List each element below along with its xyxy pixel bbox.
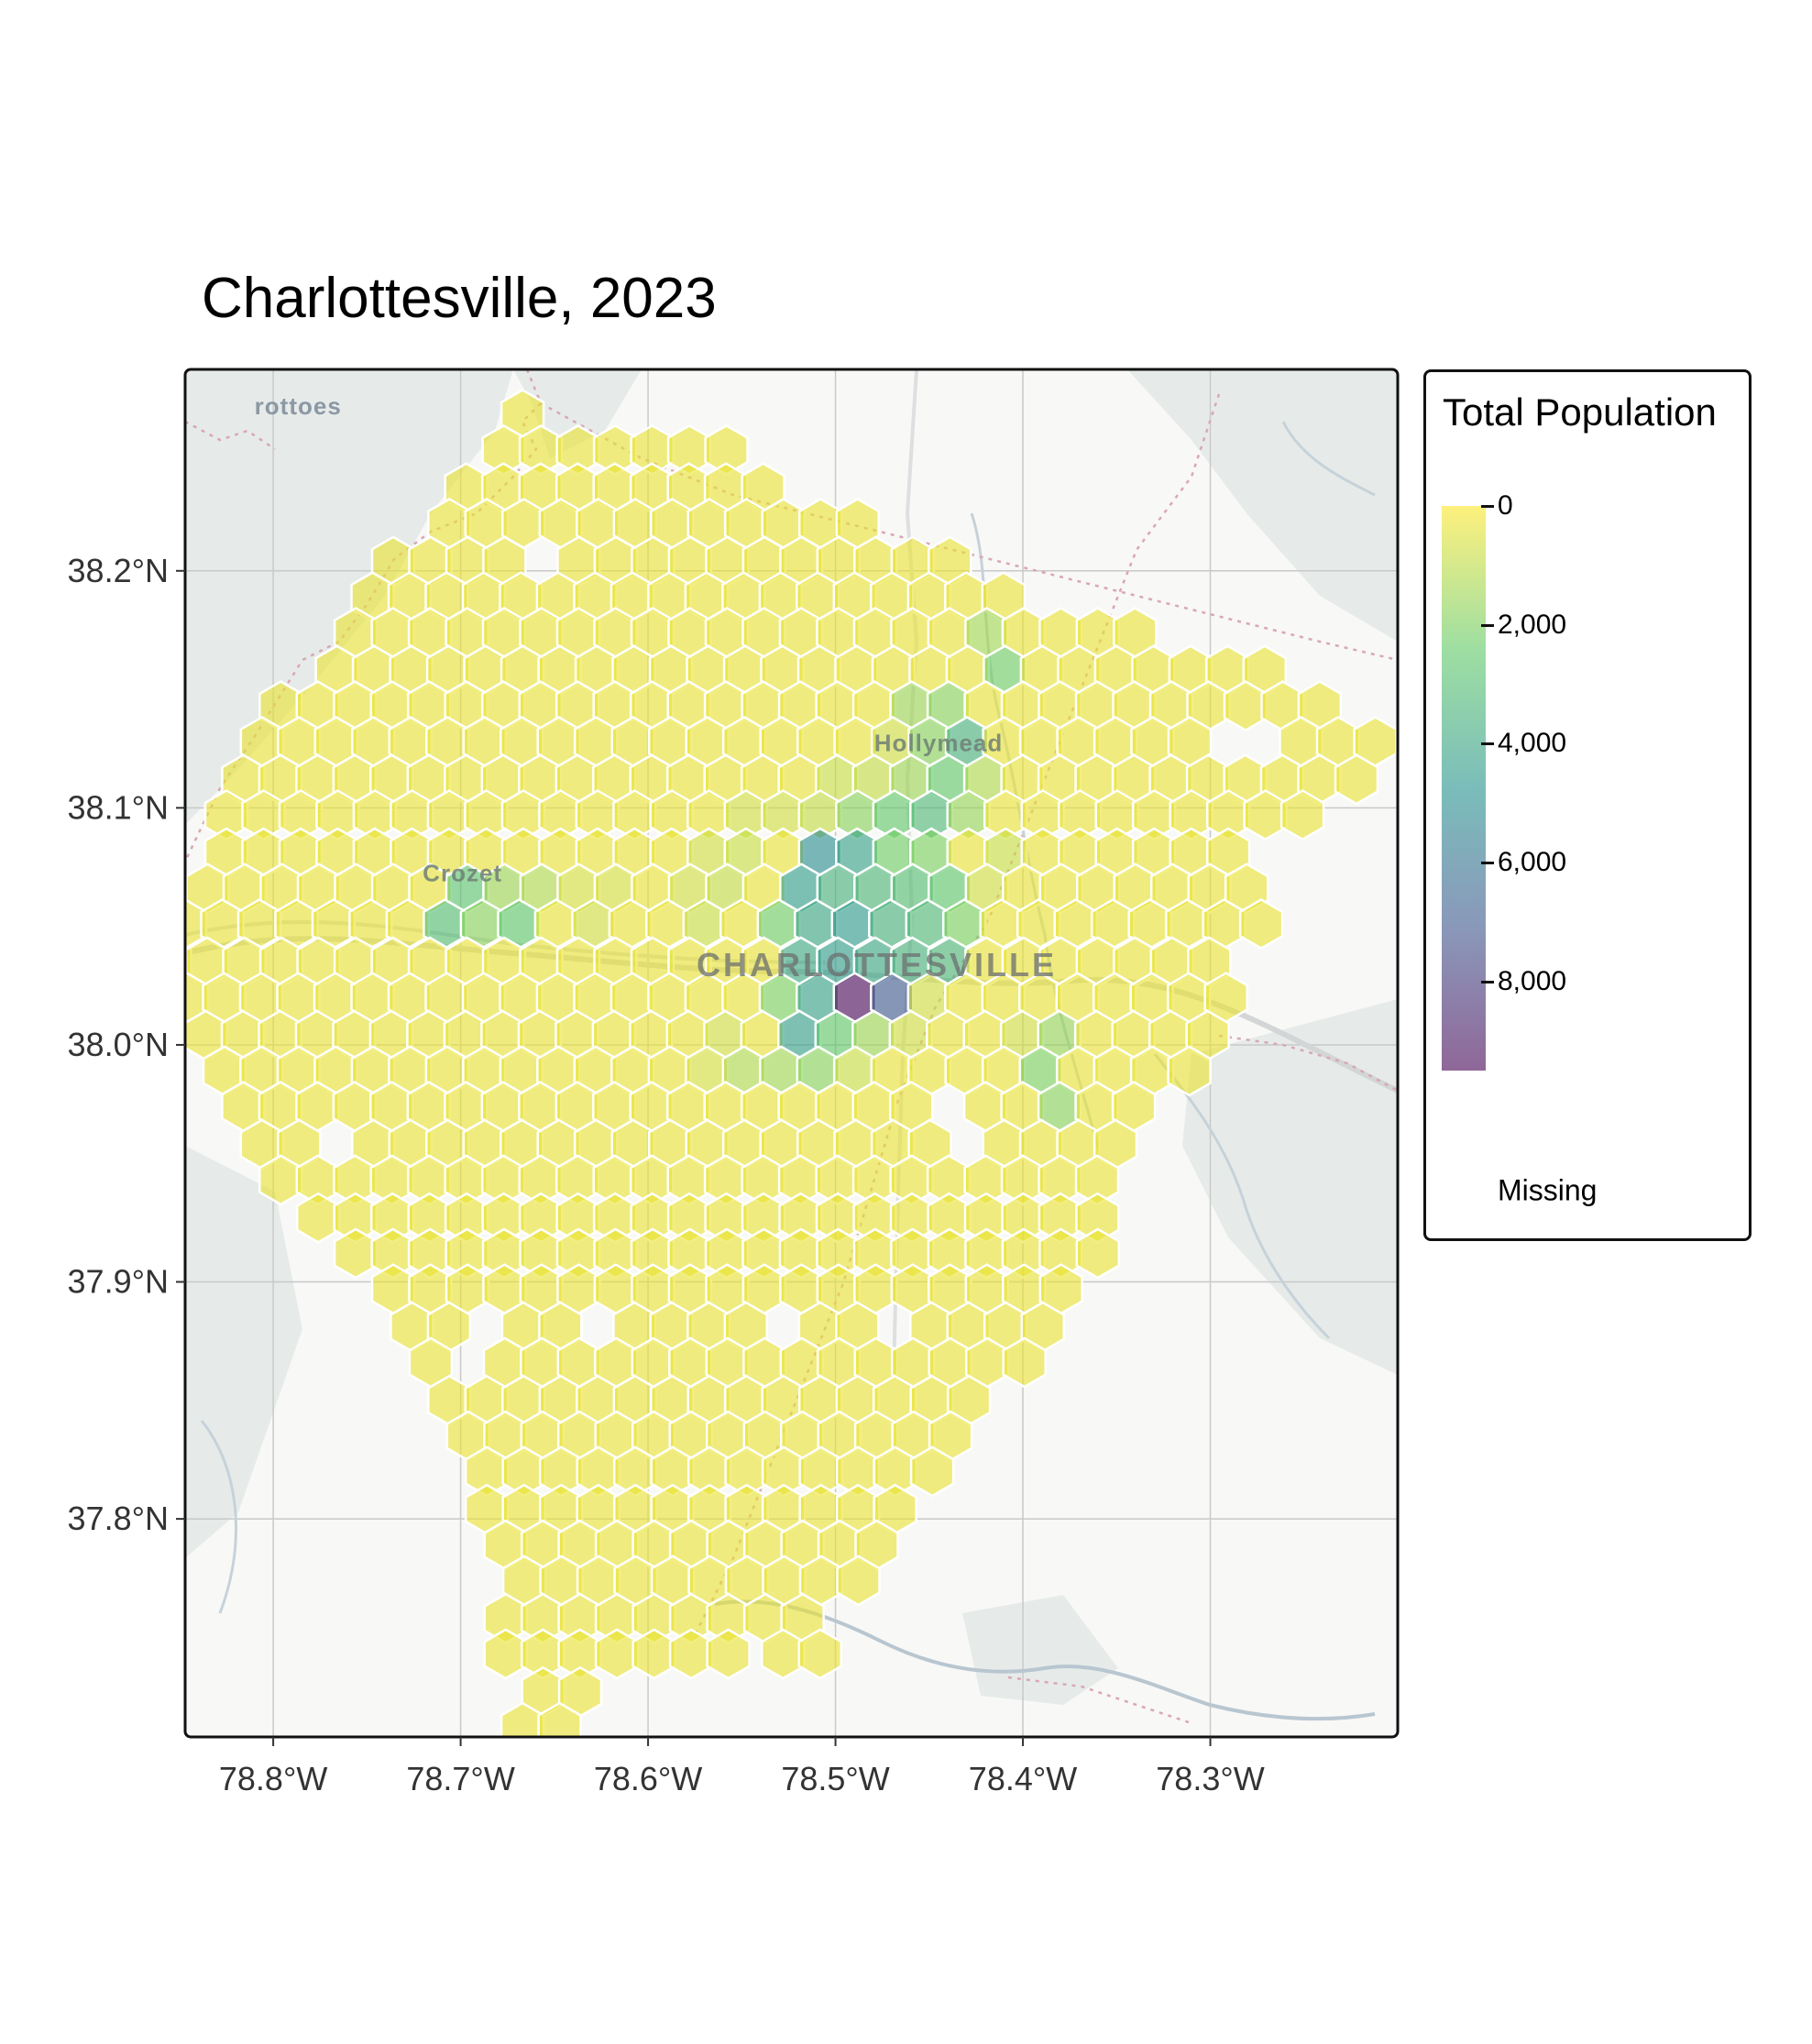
hex-cell [1002, 1336, 1047, 1389]
legend-tick-label: 2,000 [1498, 609, 1567, 640]
y-axis-tick-label: 37.8°N [68, 1500, 169, 1537]
basemap-terrain [185, 369, 1398, 1705]
panel-frame [183, 368, 1400, 1739]
hex-cell [500, 1701, 545, 1737]
hex-cell [631, 1628, 676, 1680]
x-axis-tick-label: 78.7°W [406, 1760, 514, 1797]
legend-missing-label: Missing [1498, 1173, 1598, 1207]
y-axis-tick-label: 38.0°N [68, 1026, 169, 1063]
hex-cell [333, 1227, 379, 1280]
map-panel: rottoes Hollymead Crozet CHARLOTTESVILLE [185, 369, 1398, 1737]
legend-tick [1481, 862, 1494, 865]
hex-cell [258, 1154, 303, 1206]
chart-title: Charlottesville, 2023 [202, 267, 717, 330]
hex-cell [295, 1192, 341, 1244]
hex-cell [761, 1628, 806, 1680]
x-axis-tick-label: 78.8°W [219, 1760, 327, 1797]
place-label: Crozet [423, 860, 502, 887]
hex-cell [594, 1628, 640, 1680]
hex-cell [483, 1628, 528, 1680]
legend-colorbar [1442, 506, 1486, 1071]
legend-tick-label: 0 [1498, 490, 1513, 521]
legend-tick-label: 4,000 [1498, 728, 1567, 759]
hex-cell [537, 1701, 582, 1737]
legend: Total Population 0 2,000 4,000 6,000 8,000 M… [1423, 369, 1752, 1241]
hex-cell [909, 1445, 955, 1498]
y-axis-tick-label: 37.9°N [68, 1263, 169, 1301]
hex-cell [1238, 898, 1284, 951]
hex-cell [1075, 1227, 1121, 1280]
x-axis: 78.8°W 78.7°W 78.6°W 78.5°W 78.4°W 78.3°W [219, 1737, 1265, 1797]
hexbin-layer [185, 389, 1398, 1737]
place-label: CHARLOTTESVILLE [697, 946, 1057, 984]
legend-tick [1481, 505, 1494, 508]
legend-tick-label: 8,000 [1498, 965, 1567, 996]
legend-title: Total Population [1443, 390, 1717, 434]
hex-cell [1243, 789, 1288, 841]
x-axis-tick-label: 78.4°W [969, 1760, 1077, 1797]
legend-tick [1481, 623, 1494, 627]
hex-cell [668, 1628, 714, 1680]
legend-tick-label: 6,000 [1498, 847, 1567, 878]
legend-tick [1481, 742, 1494, 746]
place-label: Hollymead [874, 729, 1004, 756]
hex-cell [1279, 789, 1325, 841]
basemap-place-labels: rottoes Hollymead Crozet CHARLOTTESVILLE [255, 392, 1057, 984]
hex-cell [1167, 1045, 1212, 1097]
hex-cell [706, 1628, 751, 1680]
hex-cell [836, 1555, 881, 1607]
legend-tick [1481, 980, 1494, 984]
y-axis: 38.2°N 38.1°N 38.0°N 37.9°N 37.8°N [68, 552, 185, 1537]
hex-cell [1223, 680, 1268, 732]
x-axis-tick-label: 78.3°W [1156, 1760, 1264, 1797]
x-axis-tick-label: 78.5°W [781, 1760, 889, 1797]
y-axis-tick-label: 38.2°N [68, 552, 169, 589]
x-axis-tick-label: 78.6°W [594, 1760, 702, 1797]
hex-cell [797, 1628, 843, 1680]
y-axis-tick-label: 38.1°N [68, 788, 169, 826]
hex-cell [1334, 753, 1379, 806]
place-label: rottoes [255, 392, 342, 420]
